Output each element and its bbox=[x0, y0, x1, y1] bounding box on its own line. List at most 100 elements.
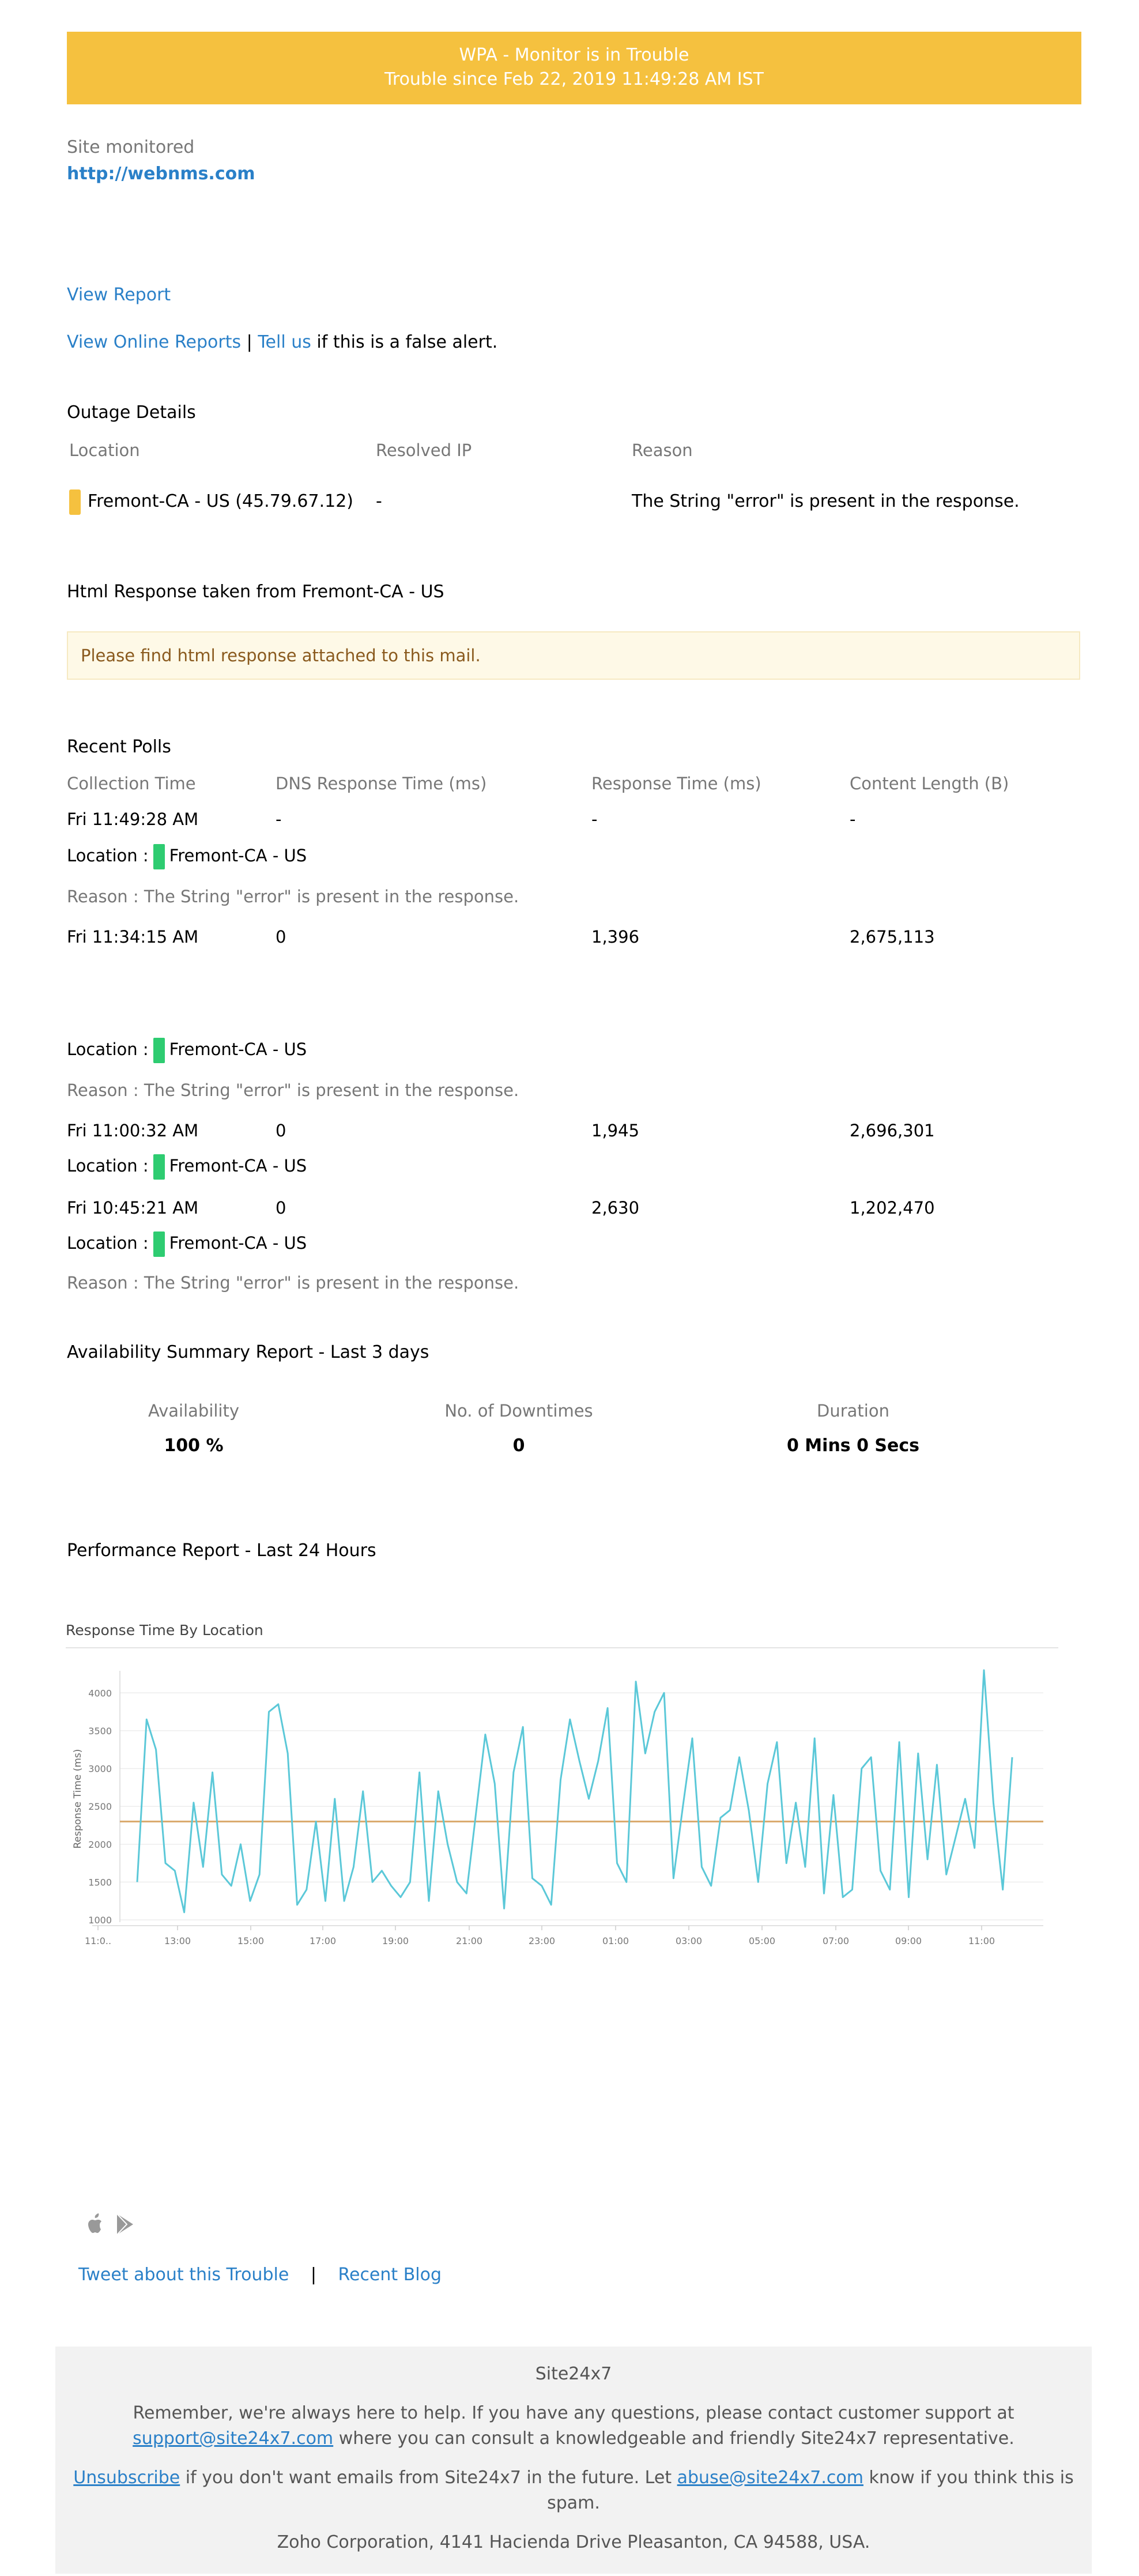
polls-col-time: Collection Time bbox=[67, 774, 196, 793]
footer-address: Zoho Corporation, 4141 Hacienda Drive Pl… bbox=[277, 2532, 870, 2552]
poll-row-4-length: 1,202,470 bbox=[850, 1198, 935, 1218]
site-monitored-label: Site monitored bbox=[67, 137, 195, 157]
view-report-link[interactable]: View Report bbox=[67, 285, 171, 305]
response-time-chart: Response Time By Location 1000 1500 2000 25… bbox=[58, 1614, 1072, 1954]
chart-grid bbox=[92, 1671, 1043, 1926]
availability-col-duration: Duration bbox=[817, 1401, 889, 1421]
chart-y-axis-label: Response Time (ms) bbox=[72, 1749, 84, 1849]
x-tick-label: 13:00 bbox=[164, 1935, 191, 1946]
footer-help-text-2: where you can consult a knowledgeable an… bbox=[338, 2428, 1014, 2449]
performance-heading: Performance Report - Last 24 Hours bbox=[67, 1541, 376, 1561]
poll-row-2-length: 2,675,113 bbox=[850, 927, 935, 947]
x-tick-label: 23:00 bbox=[529, 1935, 555, 1946]
y-tick-label: 2500 bbox=[88, 1801, 112, 1812]
polls-col-response: Response Time (ms) bbox=[591, 774, 761, 793]
chart-series bbox=[136, 1669, 1013, 1914]
x-tick-label: 05:00 bbox=[749, 1935, 775, 1946]
downtimes-value: 0 bbox=[512, 1436, 525, 1456]
location-label: Location : bbox=[67, 1233, 149, 1253]
availability-col-downtimes: No. of Downtimes bbox=[444, 1401, 593, 1421]
footer-brand: Site24x7 bbox=[535, 2364, 612, 2384]
apple-app-store-icon[interactable] bbox=[85, 2213, 106, 2236]
false-alert-text: if this is a false alert. bbox=[316, 332, 498, 352]
footer-help-line-1: Remember, we're always here to help. If … bbox=[133, 2403, 1014, 2423]
trouble-status-indicator bbox=[69, 489, 81, 515]
footer-unsub-text-1: if you don't want emails from Site24x7 i… bbox=[185, 2468, 672, 2488]
chart-y-ticks: 1000 1500 2000 2500 3000 3500 4000 bbox=[88, 1688, 112, 1926]
social-separator: | bbox=[310, 2265, 316, 2285]
location-name: Fremont-CA - US bbox=[169, 846, 307, 865]
poll-row-3-dns: 0 bbox=[276, 1121, 286, 1140]
polls-col-length: Content Length (B) bbox=[850, 774, 1009, 793]
poll-row-2-dns: 0 bbox=[276, 927, 286, 947]
chart-svg: Response Time By Location 1000 1500 2000 25… bbox=[66, 1622, 1058, 1946]
view-online-reports-link[interactable]: View Online Reports bbox=[67, 332, 242, 352]
poll-row-1-response: - bbox=[591, 809, 598, 829]
poll-row-3-location: Location : Fremont-CA - US bbox=[67, 1152, 307, 1180]
series-line bbox=[136, 1669, 1013, 1914]
poll-row-2-reason: Reason : The String "error" is present i… bbox=[67, 1080, 519, 1100]
recent-blog-link[interactable]: Recent Blog bbox=[338, 2265, 442, 2285]
up-status-indicator bbox=[153, 1154, 165, 1180]
footer-unsub-text-2: know if you think this is bbox=[869, 2468, 1074, 2488]
availability-heading: Availability Summary Report - Last 3 day… bbox=[67, 1342, 429, 1362]
trouble-banner: WPA - Monitor is in Trouble Trouble sinc… bbox=[67, 32, 1081, 104]
y-tick-label: 3500 bbox=[88, 1726, 112, 1737]
x-tick-label: 03:00 bbox=[676, 1935, 702, 1946]
poll-row-1-reason: Reason : The String "error" is present i… bbox=[67, 887, 519, 906]
outage-row-ip: - bbox=[376, 491, 382, 511]
abuse-email-link[interactable]: abuse@site24x7.com bbox=[677, 2468, 863, 2488]
footer-help-line-2: support@site24x7.com where you can consu… bbox=[55, 2426, 1092, 2451]
poll-row-3-time: Fri 11:00:32 AM bbox=[67, 1121, 199, 1140]
outage-col-ip: Resolved IP bbox=[376, 440, 472, 460]
up-status-indicator bbox=[153, 1038, 165, 1063]
poll-row-2-time: Fri 11:34:15 AM bbox=[67, 927, 199, 947]
unsubscribe-link[interactable]: Unsubscribe bbox=[73, 2468, 180, 2488]
up-status-indicator bbox=[153, 844, 165, 869]
chart-title: Response Time By Location bbox=[66, 1622, 263, 1639]
footer: Site24x7 Remember, we're always here to … bbox=[55, 2347, 1092, 2574]
html-response-notice: Please find html response attached to th… bbox=[67, 631, 1080, 680]
y-tick-label: 3000 bbox=[88, 1764, 112, 1775]
banner-subtitle: Trouble since Feb 22, 2019 11:49:28 AM I… bbox=[384, 69, 764, 89]
poll-row-3-response: 1,945 bbox=[591, 1121, 640, 1140]
chart-x-ticks: 11:0.. 13:00 15:00 17:00 19:00 21:00 23:00 01:0… bbox=[85, 1926, 995, 1946]
recent-polls-heading: Recent Polls bbox=[67, 737, 171, 757]
tweet-link[interactable]: Tweet about this Trouble bbox=[78, 2265, 289, 2285]
outage-heading: Outage Details bbox=[67, 402, 196, 423]
outage-location-text: Fremont-CA - US (45.79.67.12) bbox=[88, 491, 354, 511]
poll-row-4-reason: Reason : The String "error" is present i… bbox=[67, 1273, 519, 1293]
google-play-icon[interactable] bbox=[115, 2213, 135, 2236]
social-links: Tweet about this Trouble | Recent Blog bbox=[78, 2265, 442, 2285]
site-url-link[interactable]: http://webnms.com bbox=[67, 164, 255, 184]
poll-row-3-length: 2,696,301 bbox=[850, 1121, 935, 1140]
x-tick-label: 07:00 bbox=[823, 1935, 849, 1946]
y-tick-label: 4000 bbox=[88, 1688, 112, 1698]
location-label: Location : bbox=[67, 1040, 149, 1059]
online-reports-line: View Online Reports | Tell us if this is… bbox=[67, 332, 497, 352]
up-status-indicator bbox=[153, 1231, 165, 1257]
availability-col-availability: Availability bbox=[148, 1401, 240, 1421]
y-tick-label: 1000 bbox=[88, 1915, 112, 1926]
support-email-link[interactable]: support@site24x7.com bbox=[133, 2428, 334, 2449]
poll-row-4-location: Location : Fremont-CA - US bbox=[67, 1229, 307, 1257]
y-tick-label: 2000 bbox=[88, 1839, 112, 1850]
poll-row-1-dns: - bbox=[276, 809, 282, 829]
banner-title: WPA - Monitor is in Trouble bbox=[459, 45, 689, 65]
poll-row-2-location: Location : Fremont-CA - US bbox=[67, 1035, 307, 1063]
footer-unsub-line-2: spam. bbox=[547, 2493, 600, 2513]
outage-col-location: Location bbox=[69, 440, 140, 460]
location-name: Fremont-CA - US bbox=[169, 1040, 307, 1059]
tell-us-link[interactable]: Tell us bbox=[258, 332, 311, 352]
poll-row-2-response: 1,396 bbox=[591, 927, 640, 947]
x-tick-label: 09:00 bbox=[895, 1935, 922, 1946]
outage-col-reason: Reason bbox=[632, 440, 693, 460]
poll-row-4-dns: 0 bbox=[276, 1198, 286, 1218]
poll-row-1-time: Fri 11:49:28 AM bbox=[67, 809, 199, 829]
location-label: Location : bbox=[67, 846, 149, 865]
x-tick-label: 11:0.. bbox=[85, 1935, 111, 1946]
location-label: Location : bbox=[67, 1156, 149, 1176]
x-tick-label: 19:00 bbox=[382, 1935, 409, 1946]
x-tick-label: 15:00 bbox=[237, 1935, 264, 1946]
